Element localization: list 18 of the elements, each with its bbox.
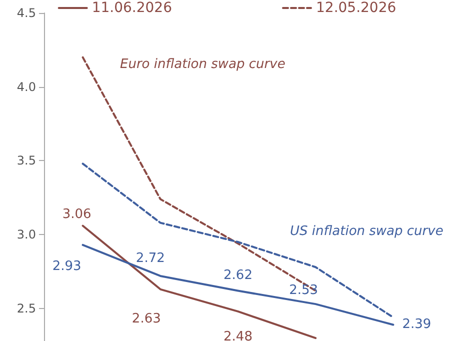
legend-label: 12.05.2026 [316, 0, 396, 16]
annotation: US inflation swap curve [290, 224, 444, 239]
data-label: 2.48 [224, 329, 252, 341]
legend-label: 11.06.2026 [92, 0, 172, 16]
data-label: 2.39 [402, 317, 432, 332]
y-tick-label: 3.0 [16, 228, 36, 242]
y-tick-label: 2.5 [16, 301, 36, 316]
data-label: 2.62 [224, 268, 252, 283]
data-label: 2.93 [52, 258, 82, 274]
y-tick-label: 4.5 [16, 6, 36, 20]
data-label: 2.63 [132, 311, 161, 326]
y-tick-label: 4.0 [16, 80, 36, 94]
line-series [82, 244, 394, 326]
annotation: Euro inflation swap curve [120, 57, 286, 72]
data-label: 3.06 [62, 206, 92, 222]
data-label: 2.53 [289, 283, 318, 298]
data-label: 2.72 [136, 250, 165, 266]
y-tick-label: 3.5 [16, 154, 36, 168]
